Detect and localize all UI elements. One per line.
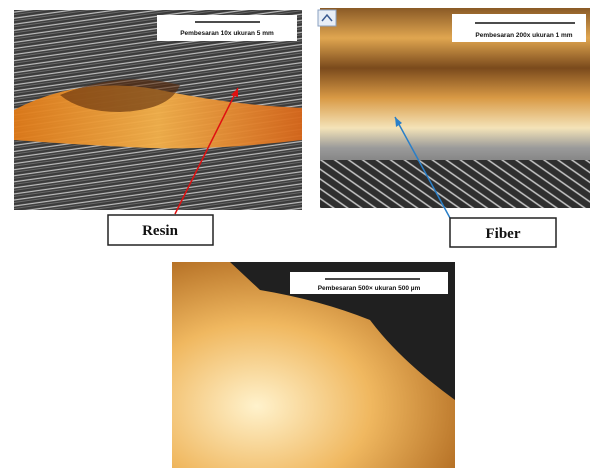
micrograph-2: Pembesaran 200x ukuran 1 mm xyxy=(317,8,590,208)
scale-label: Pembesaran 500× ukuran 500 µm xyxy=(318,285,421,292)
callout: Fiber xyxy=(486,226,521,242)
callout: Resin xyxy=(142,223,178,239)
scale-label: Pembesaran 200x ukuran 1 mm xyxy=(475,32,572,39)
scale-label: Pembesaran 10x ukuran 5 mm xyxy=(180,30,274,37)
arrowhead xyxy=(395,117,402,127)
micrograph-3: Pembesaran 500× ukuran 500 µm xyxy=(172,262,455,468)
callout-box xyxy=(107,214,214,246)
callout-box xyxy=(449,217,557,248)
arrow xyxy=(394,116,451,219)
micrograph-1: Pembesaran 10x ukuran 5 mm xyxy=(14,10,302,210)
arrow xyxy=(174,87,239,215)
arrowhead xyxy=(231,88,238,97)
